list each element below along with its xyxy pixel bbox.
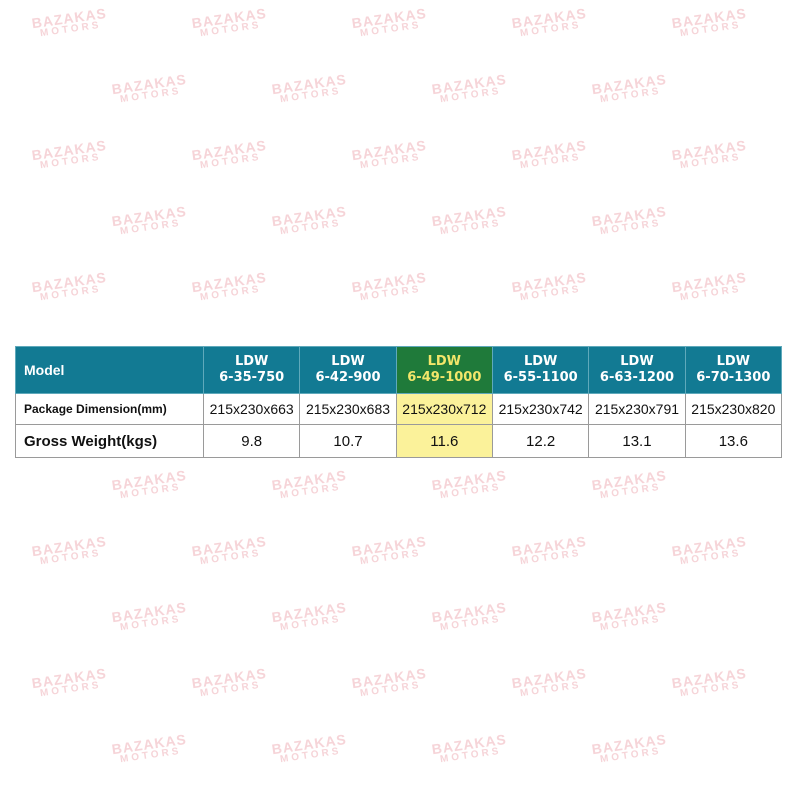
watermark-text: BAZAKAS MOTORS [510, 664, 588, 700]
watermark-text: BAZAKAS MOTORS [110, 730, 188, 766]
model-column-header: LDW 6-55-1100 [491, 346, 590, 394]
watermark-text: BAZAKAS MOTORS [190, 136, 268, 172]
table-cell: 12.2 [491, 424, 590, 458]
watermark-text: BAZAKAS MOTORS [670, 4, 748, 40]
watermark-text: BAZAKAS MOTORS [190, 268, 268, 304]
watermark-text: BAZAKAS MOTORS [590, 598, 668, 634]
watermark-text: BAZAKAS MOTORS [350, 664, 428, 700]
watermark-text: BAZAKAS MOTORS [270, 598, 348, 634]
watermark-text: BAZAKAS MOTORS [670, 136, 748, 172]
watermark-text: BAZAKAS MOTORS [510, 136, 588, 172]
table-cell: 215x230x820 [684, 393, 783, 425]
watermark-text: BAZAKAS MOTORS [30, 136, 108, 172]
watermark-text: BAZAKAS MOTORS [190, 4, 268, 40]
table-cell-highlighted: 215x230x712 [395, 393, 493, 425]
watermark-text: BAZAKAS MOTORS [510, 532, 588, 568]
watermark-text: BAZAKAS MOTORS [590, 202, 668, 238]
watermark-text: BAZAKAS MOTORS [270, 70, 348, 106]
watermark-text: BAZAKAS MOTORS [190, 532, 268, 568]
watermark-text: BAZAKAS MOTORS [30, 532, 108, 568]
table-row: Package Dimension(mm) 215x230x663 215x23… [15, 393, 783, 425]
watermark-text: BAZAKAS MOTORS [350, 532, 428, 568]
table-cell: 215x230x683 [299, 393, 397, 425]
header-row: Model LDW 6-35-750 LDW 6-42-900 LDW 6-49-10… [15, 346, 783, 394]
watermark-text: BAZAKAS MOTORS [270, 466, 348, 502]
row-label: Package Dimension(mm) [15, 393, 204, 425]
model-column-header-highlighted: LDW 6-49-1000 [395, 346, 493, 394]
table-cell-highlighted: 11.6 [395, 424, 493, 458]
watermark-text: BAZAKAS MOTORS [590, 730, 668, 766]
table-cell: 10.7 [299, 424, 397, 458]
table-cell: 215x230x742 [491, 393, 590, 425]
table-cell: 9.8 [202, 424, 301, 458]
watermark-text: BAZAKAS MOTORS [670, 268, 748, 304]
watermark-text: BAZAKAS MOTORS [590, 466, 668, 502]
watermark-text: BAZAKAS MOTORS [350, 268, 428, 304]
watermark-text: BAZAKAS MOTORS [110, 70, 188, 106]
watermark-text: BAZAKAS MOTORS [510, 268, 588, 304]
watermark-text: BAZAKAS MOTORS [30, 268, 108, 304]
spec-table: Model LDW 6-35-750 LDW 6-42-900 LDW 6-49-10… [15, 346, 783, 458]
model-column-header: LDW 6-35-750 [202, 346, 301, 394]
model-column-header: LDW 6-42-900 [299, 346, 397, 394]
watermark-text: BAZAKAS MOTORS [110, 466, 188, 502]
watermark-text: BAZAKAS MOTORS [430, 730, 508, 766]
watermark-text: BAZAKAS MOTORS [670, 664, 748, 700]
watermark-text: BAZAKAS MOTORS [430, 70, 508, 106]
watermark-text: BAZAKAS MOTORS [30, 4, 108, 40]
table-row: Gross Weight(kgs) 9.8 10.7 11.6 12.2 13.… [15, 424, 783, 458]
watermark-text: BAZAKAS MOTORS [590, 70, 668, 106]
model-column-header: LDW 6-70-1300 [684, 346, 783, 394]
watermark-text: BAZAKAS MOTORS [110, 202, 188, 238]
watermark-text: BAZAKAS MOTORS [430, 202, 508, 238]
model-header: Model [15, 346, 204, 394]
watermark-text: BAZAKAS MOTORS [430, 466, 508, 502]
watermark-text: BAZAKAS MOTORS [270, 202, 348, 238]
watermark-text: BAZAKAS MOTORS [510, 4, 588, 40]
row-label: Gross Weight(kgs) [15, 424, 204, 458]
watermark-text: BAZAKAS MOTORS [110, 598, 188, 634]
watermark-text: BAZAKAS MOTORS [350, 4, 428, 40]
model-column-header: LDW 6-63-1200 [588, 346, 686, 394]
watermark-text: BAZAKAS MOTORS [270, 730, 348, 766]
table-cell: 215x230x791 [588, 393, 686, 425]
table-cell: 215x230x663 [202, 393, 301, 425]
watermark-text: BAZAKAS MOTORS [430, 598, 508, 634]
table-cell: 13.1 [588, 424, 686, 458]
watermark-text: BAZAKAS MOTORS [30, 664, 108, 700]
watermark-text: BAZAKAS MOTORS [670, 532, 748, 568]
watermark-text: BAZAKAS MOTORS [190, 664, 268, 700]
watermark-text: BAZAKAS MOTORS [350, 136, 428, 172]
table-cell: 13.6 [684, 424, 783, 458]
